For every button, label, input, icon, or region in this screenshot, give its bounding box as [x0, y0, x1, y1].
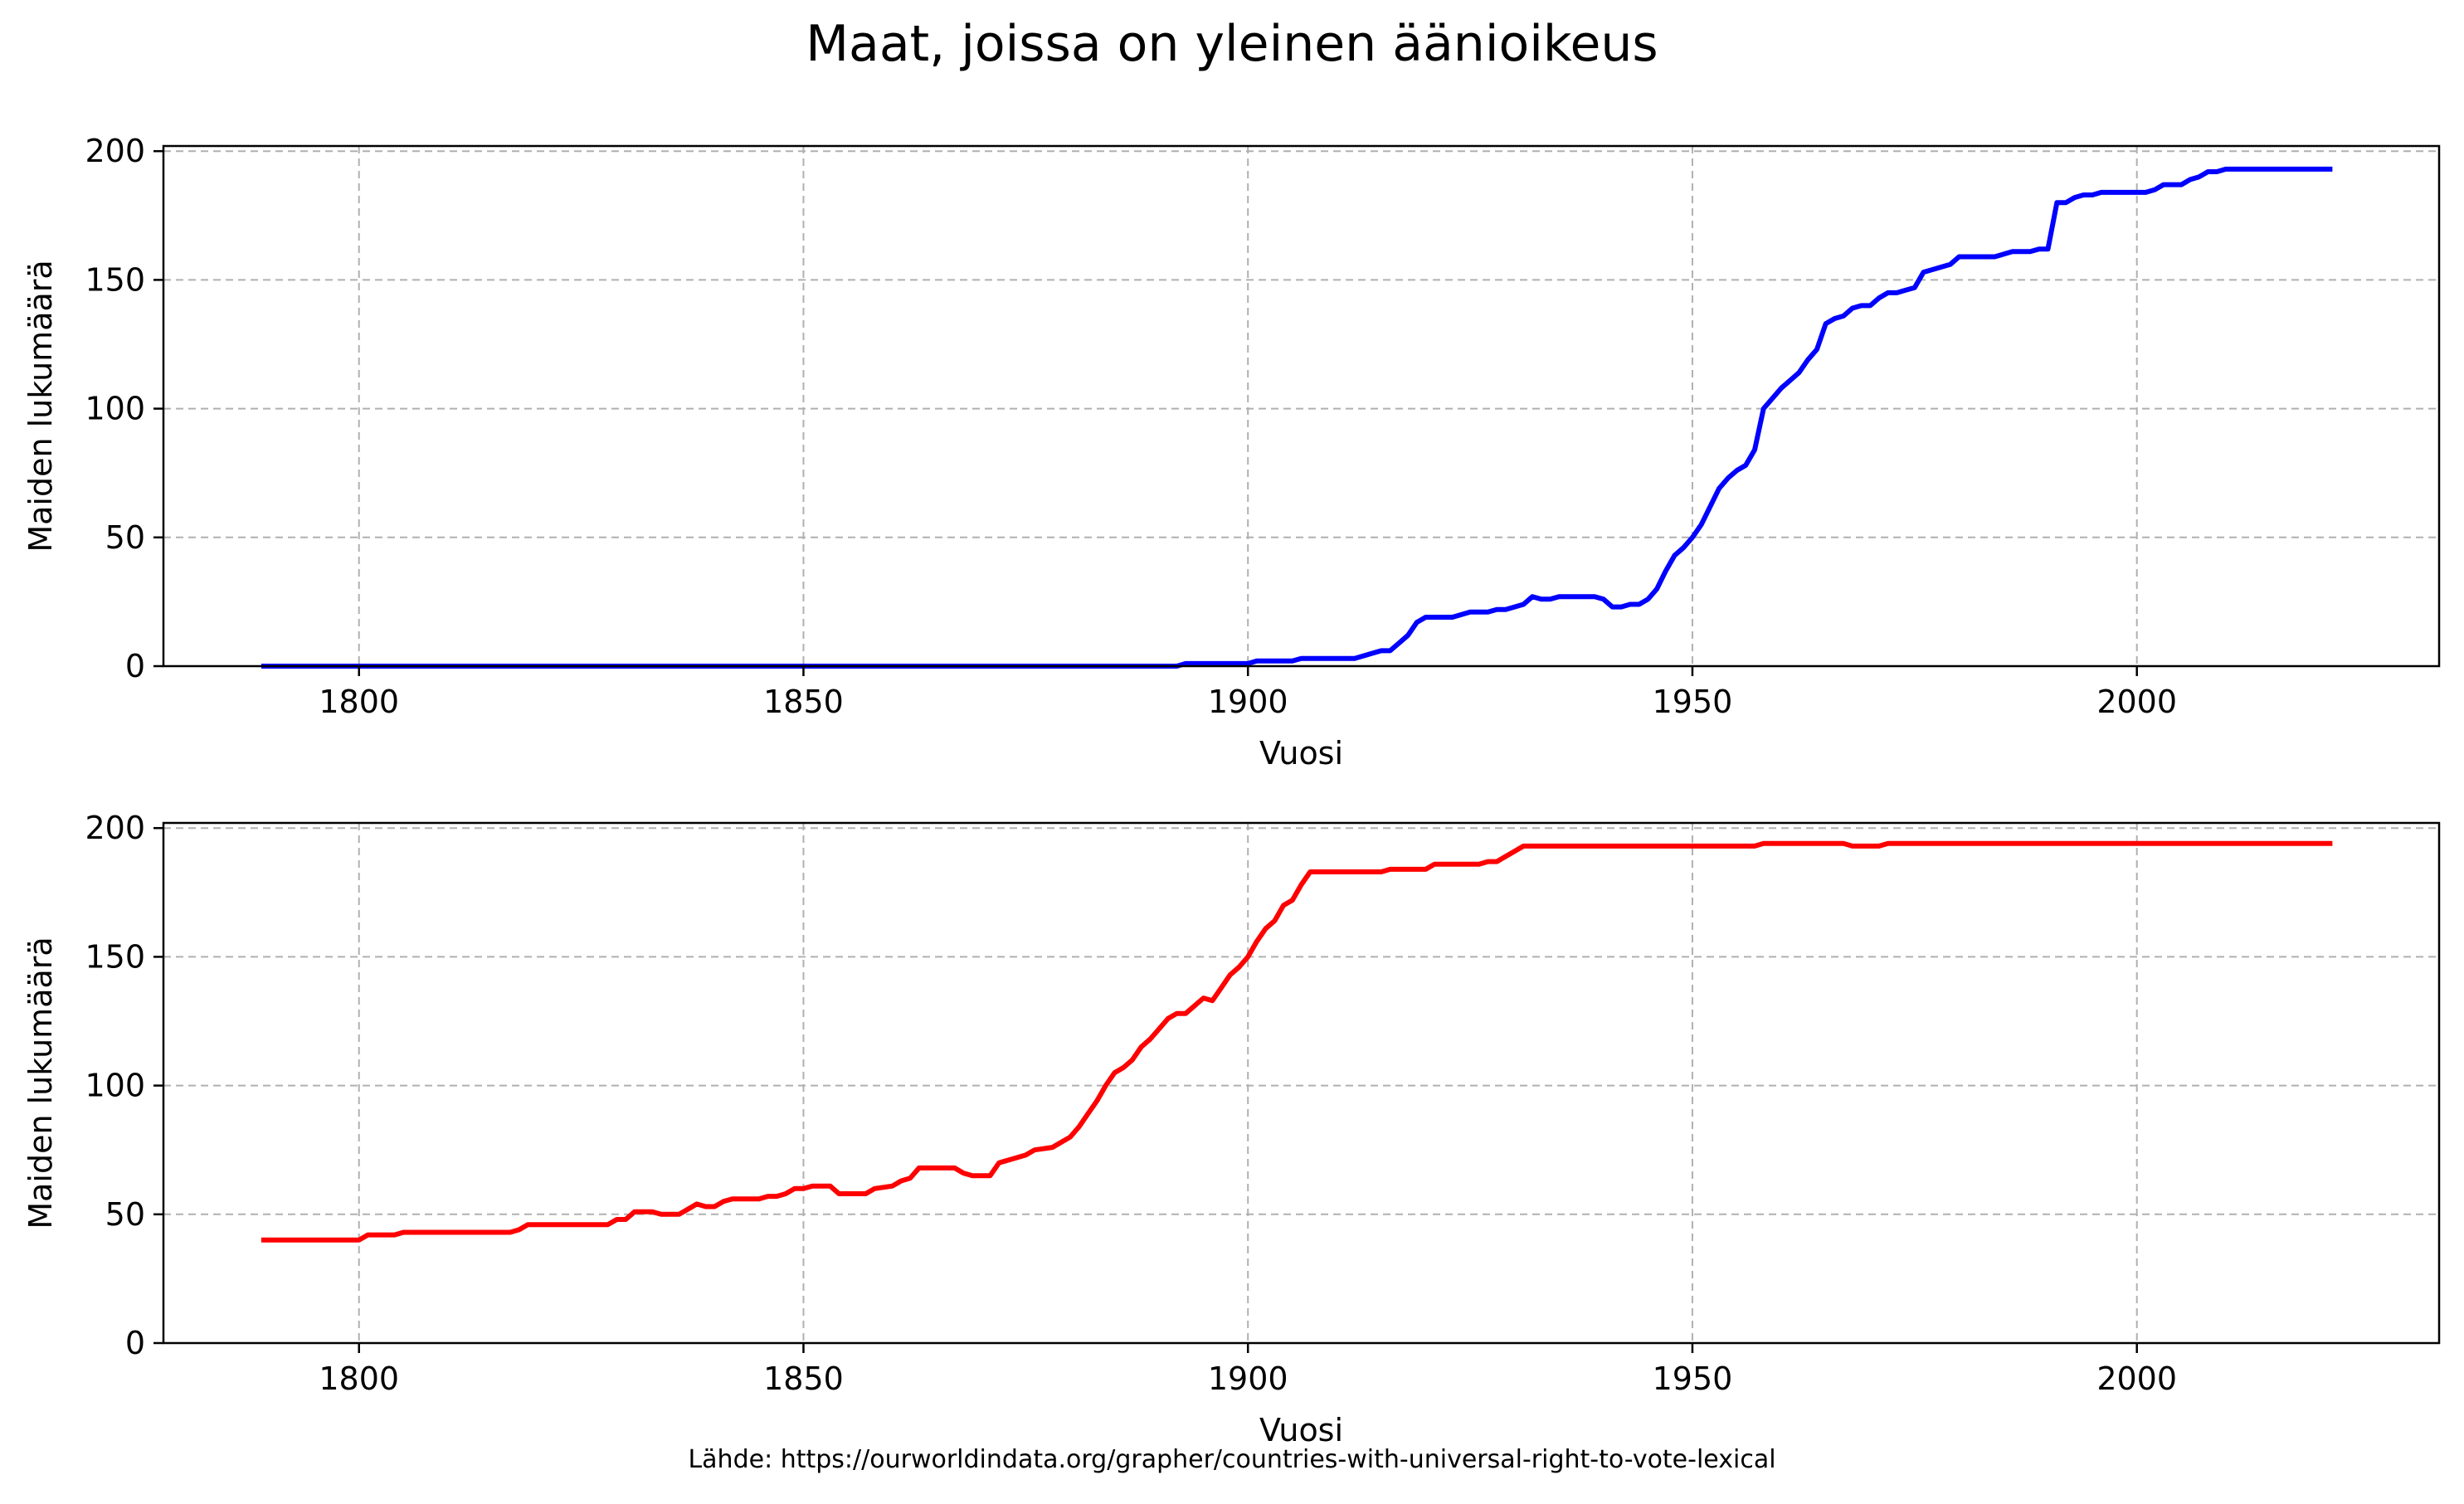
- bottom-y-tick-label-0: 0: [125, 1325, 145, 1361]
- top-x-axis-label: Vuosi: [1259, 735, 1343, 771]
- bottom-y-tick-label-200: 200: [85, 810, 145, 846]
- top-y-axis-label: Maiden lukumäärä: [22, 260, 59, 552]
- figure-title: Maat, joissa on yleinen äänioikeus: [806, 15, 1658, 73]
- top-x-tick-label-1800: 1800: [319, 684, 399, 720]
- bottom-x-tick-label-2000: 2000: [2096, 1360, 2177, 1397]
- bottom-y-axis-label: Maiden lukumäärä: [22, 937, 59, 1229]
- top-y-tick-label-50: 50: [105, 519, 145, 556]
- bottom-x-axis-label: Vuosi: [1259, 1412, 1343, 1448]
- bottom-x-tick-label-1950: 1950: [1653, 1360, 1733, 1397]
- chart-panel-top: 1800 1850 1900 1950 2000 0 50 100 150 200 Vuosi Mai…: [22, 133, 2441, 771]
- top-series-line-0: [261, 166, 2333, 669]
- top-x-tick-label-2000: 2000: [2096, 684, 2177, 720]
- bottom-x-tick-label-1900: 1900: [1208, 1360, 1288, 1397]
- bottom-y-tick-label-100: 100: [85, 1068, 145, 1104]
- bottom-y-tick-label-150: 150: [85, 938, 145, 975]
- top-plot-frame: [162, 144, 2441, 668]
- source-note: Lähde: https://ourworldindata.org/graphe…: [688, 1445, 1776, 1474]
- top-y-tick-label-150: 150: [85, 261, 145, 298]
- top-x-tick-label-1950: 1950: [1653, 684, 1733, 720]
- bottom-y-tick-label-50: 50: [105, 1196, 145, 1233]
- top-y-tick-label-100: 100: [85, 391, 145, 427]
- bottom-plot-frame: [162, 821, 2441, 1345]
- bottom-x-tick-label-1800: 1800: [319, 1360, 399, 1397]
- chart-panel-bottom: 1800 1850 1900 1950 2000 0 50 100 150 200 Vuosi Mai…: [22, 810, 2441, 1448]
- bottom-x-tick-label-1850: 1850: [763, 1360, 844, 1397]
- top-x-tick-label-1850: 1850: [763, 684, 844, 720]
- top-y-tick-label-0: 0: [125, 648, 145, 684]
- top-y-tick-label-200: 200: [85, 133, 145, 169]
- top-x-tick-label-1900: 1900: [1208, 684, 1288, 720]
- bottom-series-line-0: [261, 840, 2333, 1243]
